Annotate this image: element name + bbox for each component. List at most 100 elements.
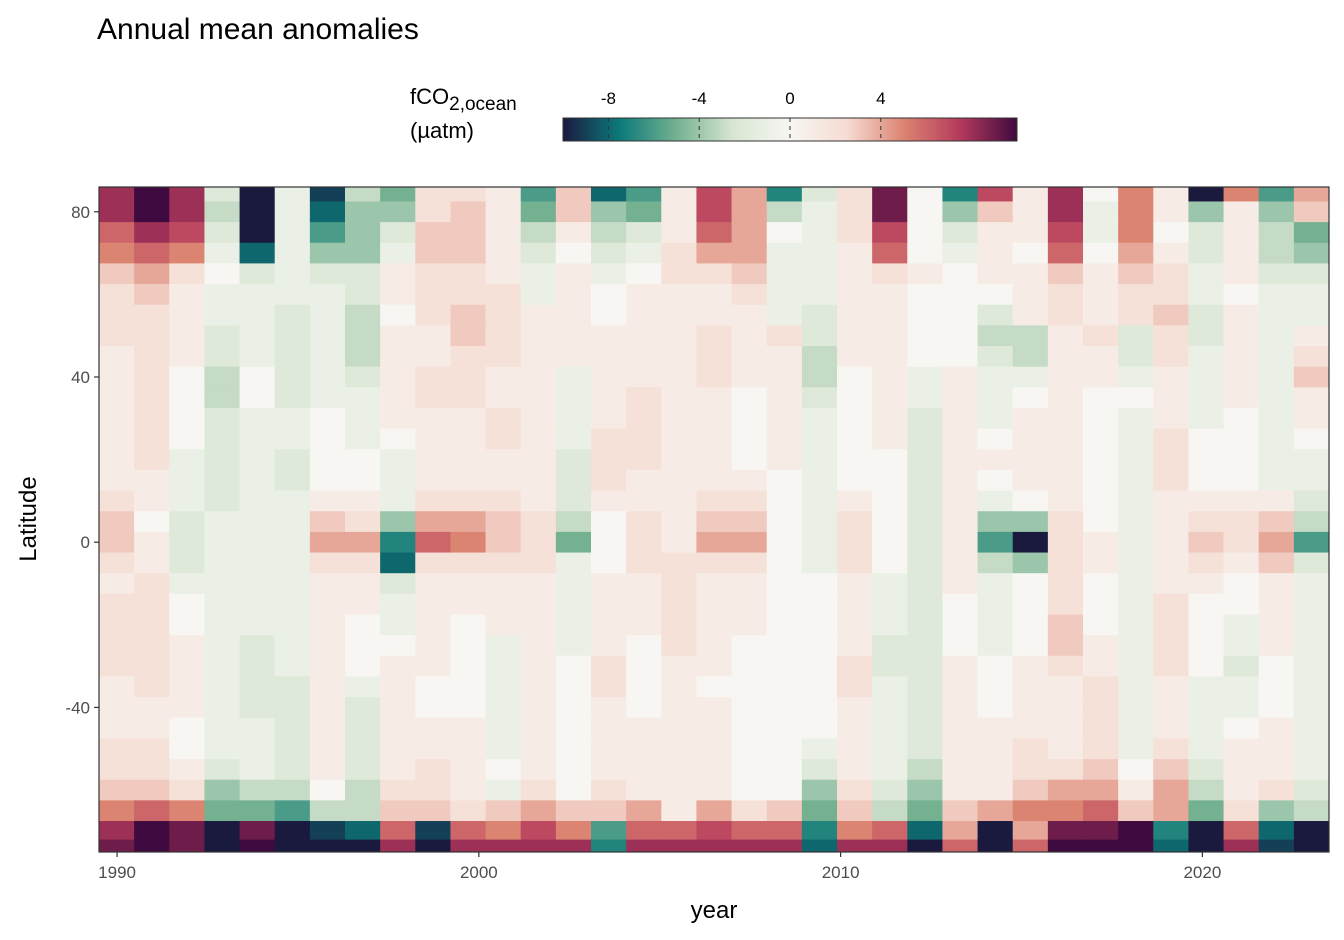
- heatmap-cell: [485, 263, 522, 285]
- heatmap-cell: [450, 428, 487, 450]
- heatmap-cell: [1258, 449, 1295, 471]
- heatmap-cell: [731, 366, 768, 388]
- heatmap-cell: [591, 779, 627, 801]
- heatmap-cell: [1223, 366, 1260, 388]
- heatmap-cell: [415, 428, 451, 450]
- heatmap-cell: [1293, 187, 1330, 202]
- heatmap-cell: [169, 428, 205, 450]
- heatmap-cell: [942, 552, 979, 574]
- heatmap-cell: [1188, 187, 1225, 202]
- heatmap-cell: [872, 717, 908, 739]
- heatmap-cell: [1083, 187, 1119, 202]
- heatmap-cell: [1223, 800, 1260, 822]
- heatmap-cell: [977, 428, 1014, 450]
- heatmap-cell: [555, 800, 592, 822]
- heatmap-cell: [169, 821, 205, 841]
- heatmap-cell: [555, 449, 592, 471]
- heatmap-cell: [907, 263, 943, 285]
- heatmap-cell: [1153, 263, 1189, 285]
- heatmap-cell: [1258, 222, 1295, 244]
- heatmap-cell: [1258, 531, 1295, 554]
- heatmap-cell: [274, 635, 311, 657]
- heatmap-cell: [942, 655, 979, 677]
- heatmap-cell: [169, 839, 205, 853]
- heatmap-cell: [591, 655, 627, 677]
- heatmap-cell: [450, 366, 487, 388]
- heatmap-cell: [450, 779, 487, 801]
- heatmap-cell: [942, 449, 979, 471]
- heatmap-cell: [626, 635, 662, 657]
- heatmap-cell: [591, 490, 627, 512]
- heatmap-cell: [1118, 552, 1154, 574]
- heatmap-cell: [801, 531, 838, 554]
- heatmap-cell: [1047, 676, 1084, 698]
- heatmap-cell: [309, 593, 346, 615]
- heatmap-cell: [1083, 697, 1119, 719]
- heatmap-cell: [99, 325, 135, 347]
- heatmap-cell: [1047, 800, 1084, 822]
- heatmap-cell: [485, 449, 522, 471]
- heatmap-cell: [1153, 697, 1189, 719]
- heatmap-cell: [1012, 449, 1049, 471]
- heatmap-cell: [1223, 490, 1260, 512]
- heatmap-cell: [626, 697, 662, 719]
- heatmap-cell: [239, 779, 276, 801]
- heatmap-cell: [1258, 717, 1295, 739]
- heatmap-cell: [591, 428, 627, 450]
- heatmap-cell: [1012, 263, 1049, 285]
- heatmap-cell: [415, 614, 451, 636]
- heatmap-cell: [345, 800, 381, 822]
- heatmap-cell: [169, 511, 205, 533]
- heatmap-cell: [134, 222, 170, 244]
- heatmap-cell: [555, 387, 592, 409]
- heatmap-cell: [1047, 284, 1084, 306]
- heatmap-cell: [872, 552, 908, 574]
- heatmap-cell: [1258, 511, 1295, 533]
- heatmap-cell: [766, 552, 803, 574]
- heatmap-cell: [766, 676, 803, 698]
- heatmap-cell: [239, 531, 276, 554]
- heatmap-cell: [274, 366, 311, 388]
- heatmap-cell: [345, 614, 381, 636]
- heatmap-cell: [661, 325, 697, 347]
- heatmap-cell: [1083, 346, 1119, 368]
- heatmap-cell: [415, 263, 451, 285]
- heatmap-cell: [766, 449, 803, 471]
- heatmap-cell: [872, 759, 908, 781]
- heatmap-cell: [345, 366, 381, 388]
- heatmap-cell: [380, 511, 416, 533]
- heatmap-cell: [380, 242, 416, 264]
- heatmap-cell: [485, 242, 522, 264]
- heatmap-cell: [1153, 676, 1189, 698]
- heatmap-cell: [766, 222, 803, 244]
- heatmap-cell: [837, 387, 873, 409]
- heatmap-cell: [555, 511, 592, 533]
- heatmap-cell: [309, 655, 346, 677]
- heatmap-cell: [1188, 593, 1225, 615]
- heatmap-cell: [1047, 573, 1084, 595]
- heatmap-cell: [520, 717, 557, 739]
- heatmap-cell: [872, 821, 908, 841]
- heatmap-cell: [520, 511, 557, 533]
- heatmap-cell: [169, 304, 205, 326]
- heatmap-cell: [134, 759, 170, 781]
- heatmap-cell: [1153, 469, 1189, 492]
- heatmap-cell: [696, 511, 733, 533]
- heatmap-cell: [801, 469, 838, 492]
- heatmap-cell: [204, 490, 241, 512]
- heatmap-cell: [380, 284, 416, 306]
- heatmap-cell: [134, 263, 170, 285]
- heatmap-cell: [661, 490, 697, 512]
- heatmap-cell: [942, 263, 979, 285]
- heatmap-cell: [134, 187, 170, 202]
- heatmap-cell: [204, 759, 241, 781]
- heatmap-cell: [1223, 573, 1260, 595]
- heatmap-cell: [1258, 614, 1295, 636]
- heatmap-cell: [485, 676, 522, 698]
- heatmap-cell: [977, 697, 1014, 719]
- heatmap-cell: [661, 449, 697, 471]
- heatmap-cell: [661, 304, 697, 326]
- heatmap-cell: [872, 635, 908, 657]
- heatmap-cell: [1293, 325, 1330, 347]
- heatmap-cell: [415, 697, 451, 719]
